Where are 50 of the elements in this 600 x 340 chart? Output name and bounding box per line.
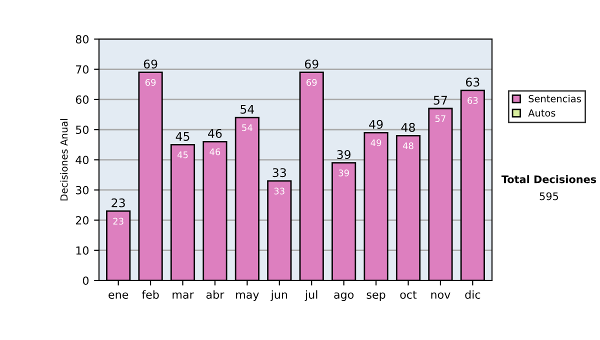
total-label: 45 xyxy=(176,132,190,141)
y-tick-label: 10 xyxy=(76,246,89,255)
x-tick-label: abr xyxy=(206,290,224,299)
y-tick-label: 60 xyxy=(76,95,89,104)
total-label: 69 xyxy=(304,60,318,68)
legend-label: Sentencias xyxy=(528,94,581,102)
text: 595 xyxy=(540,192,558,200)
text: Total Decisiones xyxy=(501,175,596,184)
x-tick-label: jul xyxy=(304,290,318,301)
data-label: 49 xyxy=(370,139,382,146)
data-label: 39 xyxy=(338,170,349,176)
y-tick-label: 80 xyxy=(76,35,89,44)
x-tick-label: nov xyxy=(431,292,450,299)
total-label: 69 xyxy=(144,60,158,68)
y-tick-label: 20 xyxy=(76,216,89,225)
y-tick-label: 30 xyxy=(76,186,89,194)
total-label: 49 xyxy=(369,120,383,129)
y-tick-label: 50 xyxy=(76,126,89,134)
y-axis-title: Decisiones Anual xyxy=(60,119,68,200)
x-tick-label: may xyxy=(236,292,259,301)
data-label: 54 xyxy=(242,124,252,132)
total-label: 33 xyxy=(272,168,286,178)
x-tick-label: jun xyxy=(270,290,288,301)
x-tick-label: mar xyxy=(172,292,194,299)
total-label: 23 xyxy=(112,198,125,208)
data-label: 69 xyxy=(306,78,317,86)
total-label: 63 xyxy=(466,78,480,87)
x-tick-label: feb xyxy=(142,290,159,299)
data-label: 46 xyxy=(210,148,220,156)
y-tick-label: 40 xyxy=(76,156,89,164)
total-label: 48 xyxy=(401,122,415,132)
x-tick-label: dic xyxy=(465,290,480,299)
data-label: 63 xyxy=(468,97,478,104)
x-tick-label: oct xyxy=(400,290,417,299)
x-tick-label: ago xyxy=(334,292,354,301)
x-tick-label: ene xyxy=(108,292,128,299)
data-label: 45 xyxy=(177,152,188,158)
total-label: 39 xyxy=(337,150,350,160)
data-label: 57 xyxy=(435,115,446,122)
x-tick-label: sep xyxy=(366,292,386,301)
y-tick-label: 70 xyxy=(76,65,89,74)
total-label: 46 xyxy=(208,128,222,138)
legend-label: Autos xyxy=(528,109,556,117)
total-label: 54 xyxy=(240,104,254,114)
data-label: 23 xyxy=(113,218,124,225)
y-tick-label: 0 xyxy=(82,276,89,285)
data-label: 48 xyxy=(402,142,414,150)
data-label: 69 xyxy=(145,78,156,86)
data-label: 33 xyxy=(274,188,284,194)
total-label: 57 xyxy=(434,96,447,105)
